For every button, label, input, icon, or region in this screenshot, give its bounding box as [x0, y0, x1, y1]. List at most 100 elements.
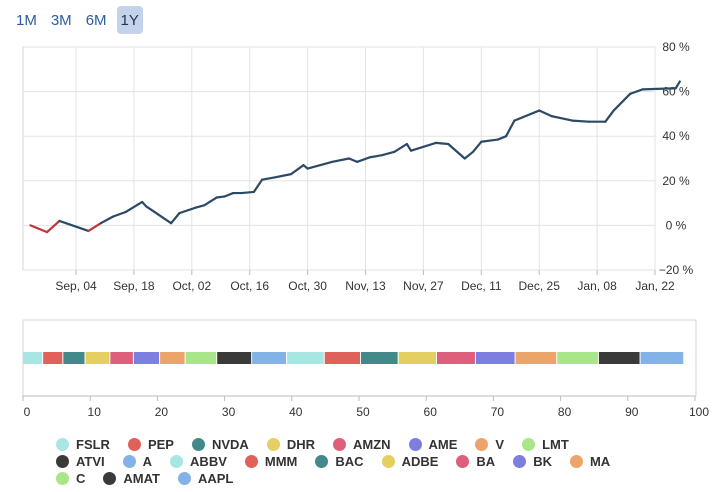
legend-swatch — [56, 472, 69, 485]
bar-segment-lmt — [185, 352, 217, 364]
bar-segment-nvda — [63, 352, 85, 364]
legend-item-nvda[interactable]: NVDA — [191, 437, 249, 452]
x-tick-label: 50 — [356, 405, 370, 419]
x-tick-label: 0 — [24, 405, 31, 419]
legend-item-ba[interactable]: BA — [456, 454, 495, 469]
x-tick-label: Oct, 16 — [230, 279, 269, 293]
legend-label: MMM — [264, 454, 298, 469]
legend-item-a[interactable]: A — [122, 454, 153, 469]
x-tick-label: Oct, 30 — [288, 279, 327, 293]
bar-segment-ma — [515, 352, 557, 364]
legend-item-c[interactable]: C — [56, 471, 85, 486]
line-segment — [215, 195, 226, 199]
bar-segment-a — [252, 352, 287, 364]
legend-item-v[interactable]: V — [475, 437, 504, 452]
legend-item-bac[interactable]: BAC — [315, 454, 364, 469]
bar-segment-pep — [43, 352, 63, 364]
x-tick-label: 70 — [491, 405, 505, 419]
legend-item-ame[interactable]: AME — [408, 437, 457, 452]
legend-label: ABBV — [190, 454, 227, 469]
legend-item-dhr[interactable]: DHR — [266, 437, 315, 452]
legend-swatch — [191, 438, 205, 451]
legend-label: AAPL — [197, 471, 234, 486]
x-tick-label: Jan, 08 — [577, 279, 617, 293]
line-segment — [356, 156, 371, 163]
legend-label: V — [495, 437, 505, 452]
bar-segment-fslr — [23, 352, 43, 364]
legend-item-ma[interactable]: MA — [569, 454, 611, 469]
legend-swatch — [122, 455, 136, 468]
x-tick-label: 80 — [558, 405, 572, 419]
bar-segment-v — [160, 352, 185, 364]
legend-swatch — [332, 438, 346, 451]
y-tick-label: 80 % — [662, 40, 690, 54]
line-segment — [318, 160, 334, 167]
legend-label: BAC — [335, 454, 364, 469]
legend-label: FSLR — [76, 437, 110, 452]
x-tick-label: Jan, 22 — [635, 279, 675, 293]
line-segment — [538, 109, 553, 118]
line-segment — [112, 210, 127, 218]
line-segment — [496, 135, 508, 141]
legend-swatch — [475, 438, 489, 451]
legend-swatch — [266, 438, 280, 451]
line-segment — [434, 141, 450, 146]
legend-item-bk[interactable]: BK — [513, 454, 552, 469]
legend-swatch — [381, 455, 395, 468]
legend-swatch — [408, 438, 422, 451]
line-segment — [393, 142, 408, 153]
bar-segment-adbe — [398, 352, 436, 364]
legend-row: FSLR PEP NVDA DHR AMZN AME V LMT — [56, 436, 716, 453]
legend-swatch — [103, 472, 117, 485]
legend-item-lmt[interactable]: LMT — [522, 437, 569, 452]
line-segment — [405, 142, 413, 152]
y-tick-label: 40 % — [662, 129, 690, 143]
legend-label: ATVI — [76, 454, 105, 469]
range-6m-button[interactable]: 6M — [82, 6, 111, 34]
legend-swatch — [127, 438, 141, 451]
bar-segment-amzn — [110, 352, 133, 364]
line-segment — [252, 178, 264, 194]
legend-item-abbv[interactable]: ABBV — [170, 454, 227, 469]
legend-row: ATVI A ABBV MMM BAC ADBE BA BK MA — [56, 453, 716, 470]
line-segment — [223, 191, 235, 198]
legend-item-pep[interactable]: PEP — [127, 437, 174, 452]
line-segment — [447, 142, 466, 160]
range-1y-button[interactable]: 1Y — [116, 6, 143, 34]
range-3m-button[interactable]: 3M — [47, 6, 76, 34]
plot-frame — [22, 46, 656, 271]
line-segment — [409, 141, 437, 152]
y-tick-label: −20 % — [659, 263, 694, 277]
x-tick-label: Nov, 27 — [403, 279, 444, 293]
line-segment — [612, 92, 632, 112]
legend-item-amat[interactable]: AMAT — [103, 471, 160, 486]
legend-swatch — [244, 455, 258, 468]
line-segment — [29, 224, 49, 234]
legend-label: A — [142, 454, 153, 469]
bar-segment-atvi — [217, 352, 252, 364]
line-segment — [471, 140, 483, 153]
legend-label: BA — [476, 454, 496, 469]
legend-item-adbe[interactable]: ADBE — [381, 454, 439, 469]
allocation-bar-chart: 0 10 20 30 40 50 60 70 80 90 100 — [22, 319, 709, 419]
bar-segment-c — [557, 352, 598, 364]
legend-label: DHR — [286, 437, 315, 452]
legend-swatch — [456, 455, 470, 468]
bar-segment-ba — [436, 352, 475, 364]
x-tick-label: Dec, 25 — [519, 279, 561, 293]
legend-item-atvi[interactable]: ATVI — [56, 454, 105, 469]
legend-item-mmm[interactable]: MMM — [244, 454, 298, 469]
legend-item-fslr[interactable]: FSLR — [56, 437, 110, 452]
bar-segment-aapl — [640, 352, 684, 364]
range-1m-button[interactable]: 1M — [12, 6, 41, 34]
x-tick-label: Nov, 13 — [345, 279, 386, 293]
legend-item-amzn[interactable]: AMZN — [332, 437, 391, 452]
legend-label: LMT — [542, 437, 569, 452]
legend-label: MA — [589, 454, 611, 469]
legend-item-aapl[interactable]: AAPL — [177, 471, 234, 486]
line-segment — [463, 150, 475, 160]
legend-label: AMZN — [352, 437, 391, 452]
legend-label: ADBE — [401, 454, 439, 469]
line-segment — [261, 176, 276, 181]
legend-swatch — [56, 455, 69, 468]
